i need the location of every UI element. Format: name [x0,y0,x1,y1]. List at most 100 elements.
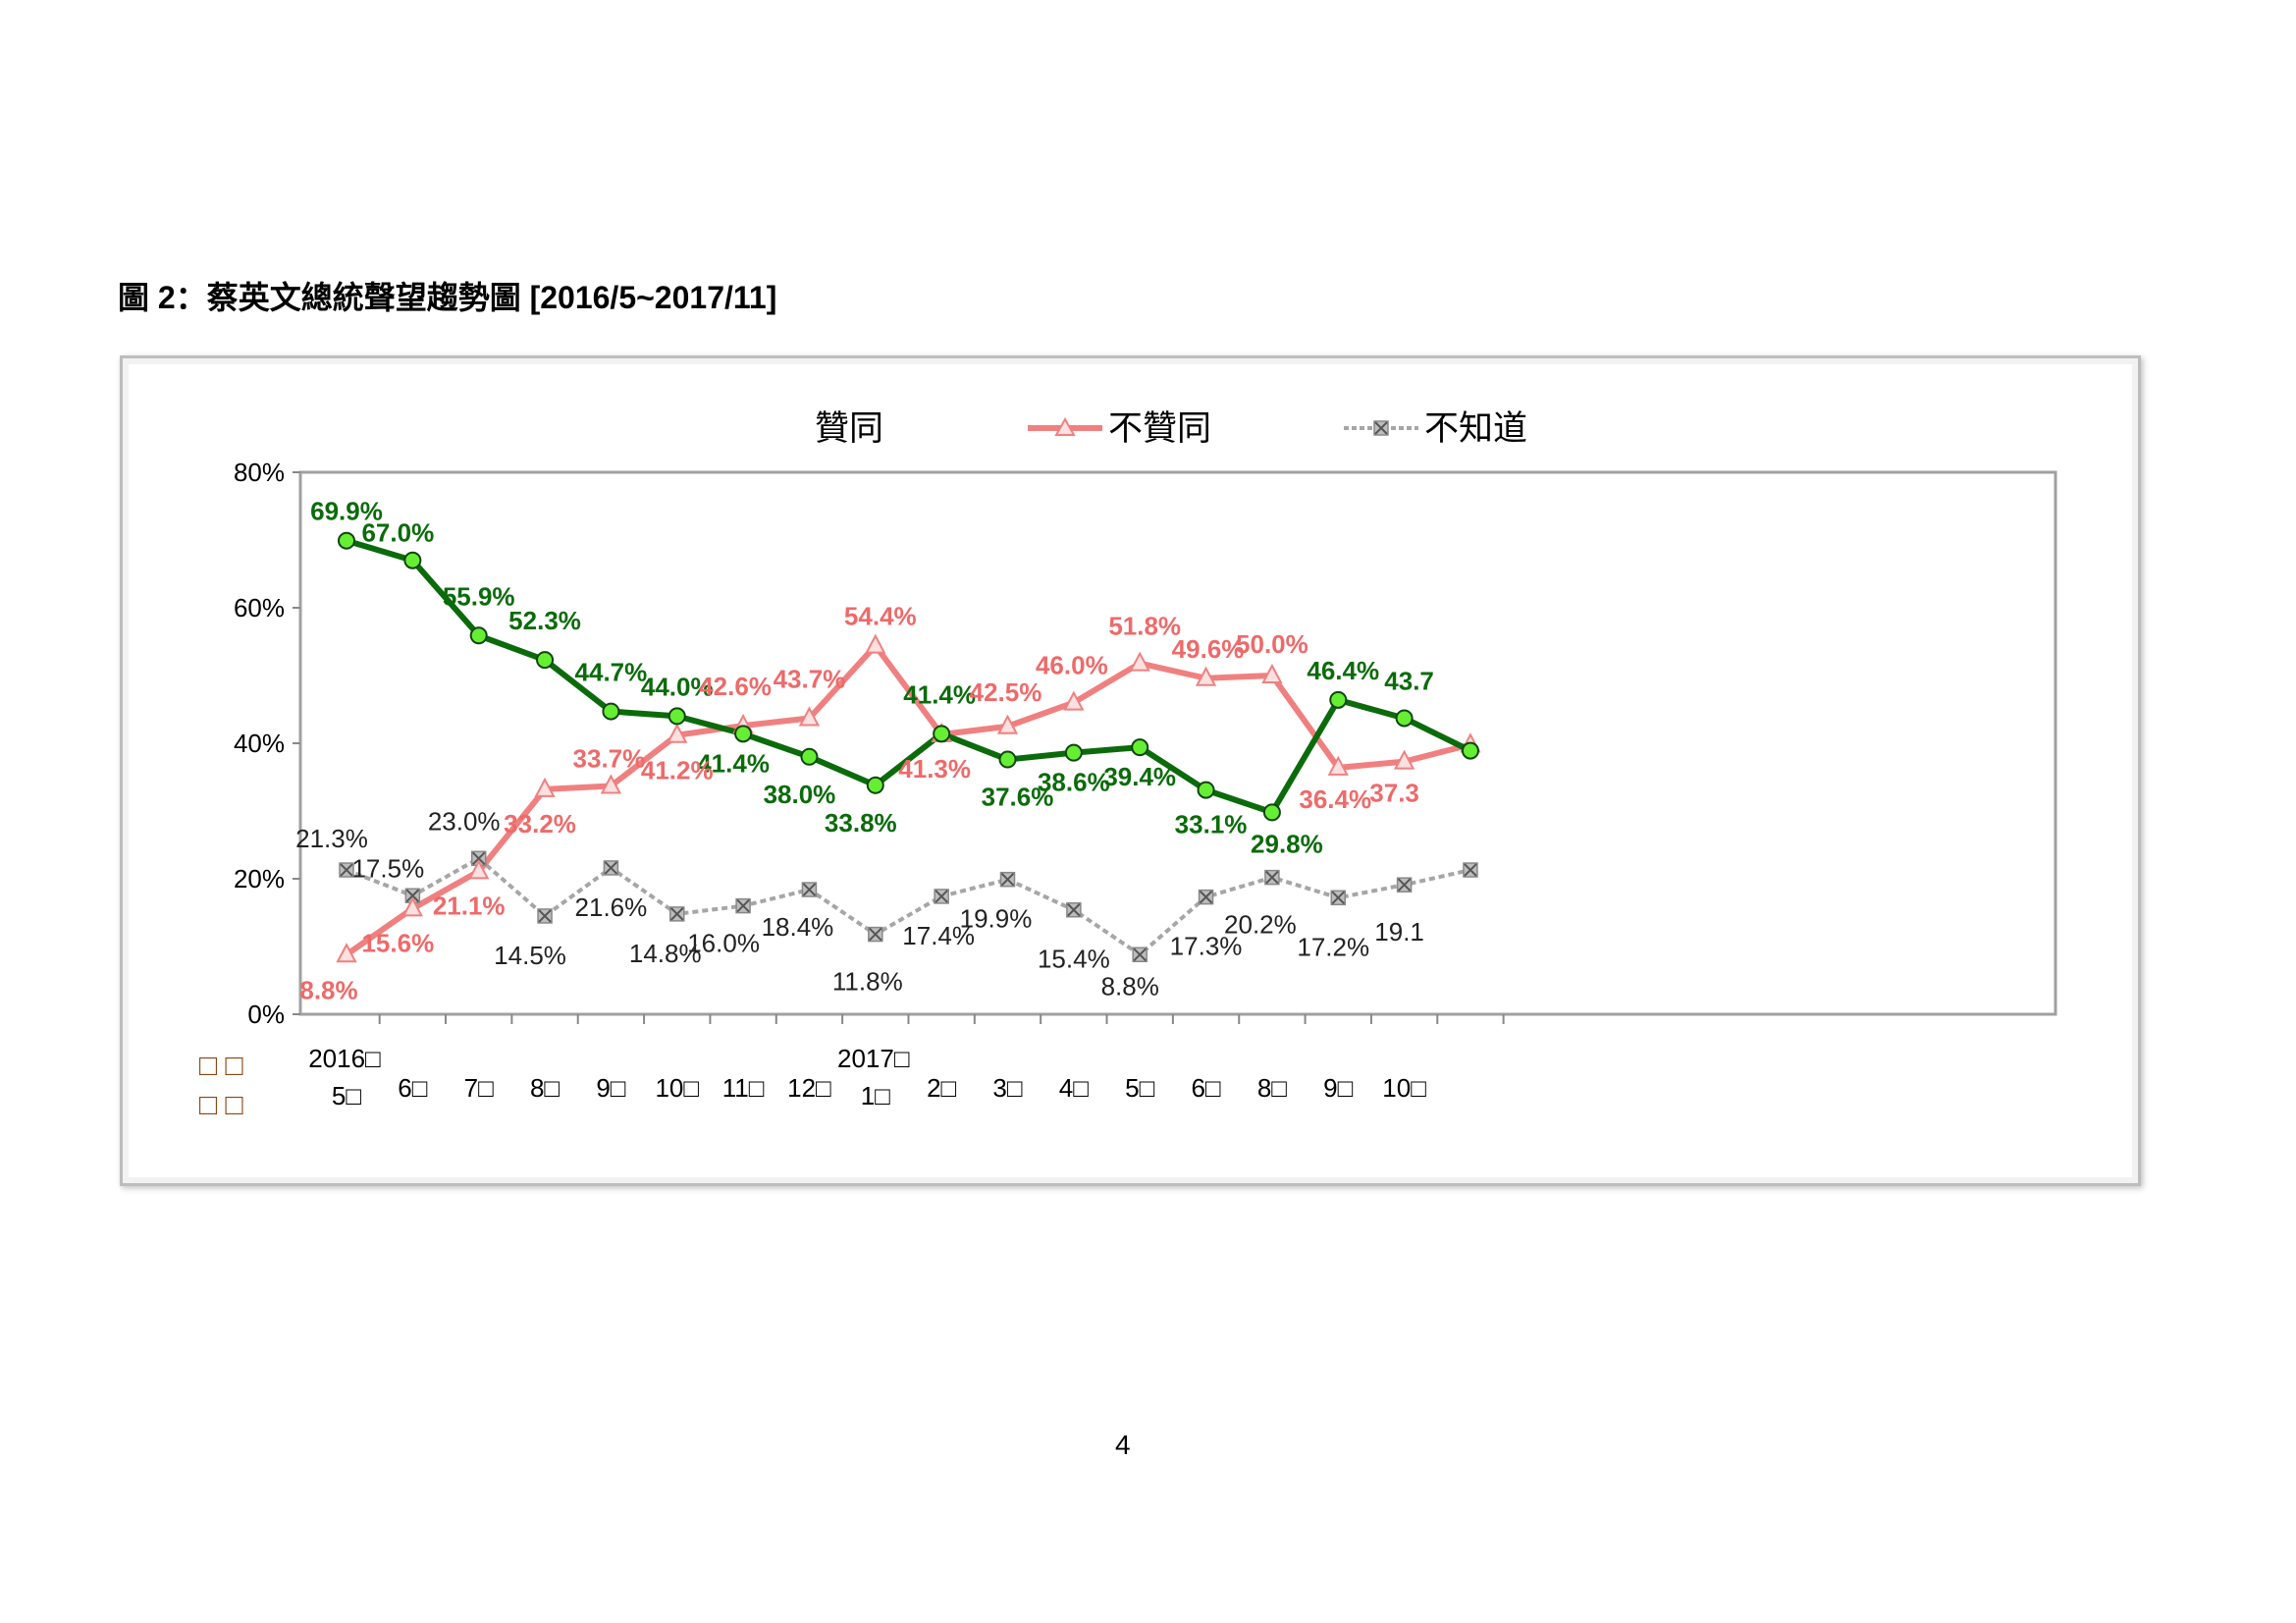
data-label-dontknow: 14.8% [629,939,702,968]
data-point-dontknow [735,897,751,914]
data-point-disapprove [1393,749,1415,770]
legend-marker-dontknow [1373,420,1389,436]
data-point-dontknow [1132,947,1148,963]
data-point-dontknow [537,908,553,924]
x-axis-corner-label: □ □ □ □ [199,1050,243,1121]
data-label-approve: 39.4% [1103,762,1176,791]
data-label-dontknow: 17.2% [1297,932,1369,961]
data-label-dontknow: 19.1 [1374,917,1424,947]
data-point-approve [536,651,555,670]
series-layer [336,531,1481,963]
x-tick-label: 6□ [1191,1073,1220,1103]
data-label-approve: 41.4% [903,679,976,709]
data-point-approve [1329,690,1348,709]
data-label-approve: 55.9% [443,581,515,611]
data-label-disapprove: 15.6% [361,928,434,957]
series-line-approve [346,537,1472,816]
chart-frame: 贊同 不贊同 不知道 0% 20% 40% 60% 80% 2016□ 5□ 6□ 7□ 8□ 9… [120,355,2141,1186]
data-label-dontknow: 11.8% [832,967,903,997]
data-point-approve [403,551,422,569]
data-label-disapprove: 42.6% [699,672,772,701]
data-point-dontknow-cross [1067,903,1081,917]
data-point-dontknow-cross [670,907,684,921]
data-label-dontknow: 14.5% [494,941,566,970]
x-axis: 2016□ 5□ 6□ 7□ 8□ 9□ 10□ 11□ 12□2017□ 1□ 2□ 3□ 4□ 5□ 6… [308,1014,1505,1110]
data-point-disapprove [798,706,821,727]
data-point-approve [998,750,1017,769]
data-point-disapprove [1327,755,1349,776]
legend: 贊同 不贊同 不知道 [815,409,1527,448]
data-point-dontknow-cross [604,861,618,875]
data-point-dontknow-cross [869,927,882,942]
data-point-dontknow-cross [1331,891,1345,905]
data-label-approve: 44.0% [641,672,714,701]
data-point-dontknow-cross [736,898,750,913]
data-point-dontknow [934,889,949,904]
data-label-dontknow: 16.0% [687,929,760,958]
data-label-dontknow: 23.0% [428,806,501,836]
data-label-disapprove: 41.2% [641,756,714,785]
x-tick-label: 1□ [861,1081,890,1110]
data-label-disapprove: 21.1% [433,891,506,920]
data-label-approve: 33.8% [825,808,897,838]
y-axis: 0% 20% 40% 60% 80% [234,458,300,1029]
legend-label-approve: 贊同 [815,409,883,448]
data-point-dontknow [339,862,354,878]
data-point-approve [1131,738,1149,757]
data-point-dontknow-cross [802,883,817,896]
data-point-dontknow [669,906,685,922]
data-label-disapprove: 46.0% [1036,651,1108,680]
data-label-disapprove: 50.0% [1236,629,1308,659]
line-chart: 贊同 不贊同 不知道 0% 20% 40% 60% 80% 2016□ 5□ 6□ 7□ 8□ 9… [199,409,2057,1121]
data-point-dontknow-cross [1397,878,1412,892]
data-label-approve: 38.0% [764,780,836,809]
data-point-dontknow-cross [1000,872,1015,887]
data-label-dontknow: 21.6% [575,893,648,922]
data-label-disapprove: 36.4% [1299,784,1371,814]
x-tick-label-year: 2016□ [308,1044,381,1073]
x-tick-label: 7□ [464,1073,494,1103]
data-label-disapprove: 49.6% [1172,634,1245,664]
x-tick-label: 9□ [1323,1073,1353,1103]
data-point-dontknow [1463,862,1478,878]
data-point-approve [338,531,355,550]
data-point-dontknow [1066,901,1082,918]
data-point-approve [800,747,819,766]
x-tick-label: 8□ [1257,1073,1287,1103]
data-point-dontknow [1396,877,1413,893]
data-point-disapprove [667,723,688,743]
legend-label-disapprove: 不贊同 [1108,409,1211,448]
data-point-disapprove [1129,651,1150,672]
x-tick-label: 4□ [1059,1073,1089,1103]
data-point-approve [602,702,620,721]
data-label-approve: 67.0% [361,518,434,548]
data-labels: 69.9%67.0%55.9%52.3%44.7%44.0%41.4%38.0%… [295,497,1434,1005]
data-label-approve: 44.7% [575,658,648,687]
data-label-approve: 46.4% [1307,656,1379,685]
data-point-approve [1197,781,1215,799]
data-point-disapprove [468,859,490,880]
x-axis-corner-label-line2: □ □ [199,1089,243,1121]
data-point-dontknow-cross [1133,947,1147,961]
data-point-disapprove [336,943,357,963]
data-point-dontknow-cross [1464,863,1477,877]
data-label-dontknow: 17.3% [1170,932,1243,961]
data-label-disapprove: 33.7% [573,743,646,773]
data-point-disapprove [1063,690,1085,711]
x-tick-label: 3□ [992,1073,1022,1103]
data-point-approve [1262,803,1281,822]
data-point-disapprove [1261,663,1283,683]
data-label-disapprove: 37.3 [1369,779,1419,808]
y-tick-label: 80% [234,458,285,487]
y-tick-label: 40% [234,729,285,758]
data-label-approve: 33.1% [1175,810,1248,839]
data-point-dontknow [801,882,818,897]
data-label-approve: 69.9% [310,497,383,526]
data-label-dontknow: 18.4% [762,912,834,942]
data-point-dontknow [868,926,883,943]
data-point-dontknow [999,871,1016,888]
data-point-dontknow-cross [1199,890,1213,904]
data-label-disapprove: 33.2% [504,809,576,839]
x-tick-label: 12□ [787,1073,831,1103]
data-point-approve [1395,709,1414,728]
